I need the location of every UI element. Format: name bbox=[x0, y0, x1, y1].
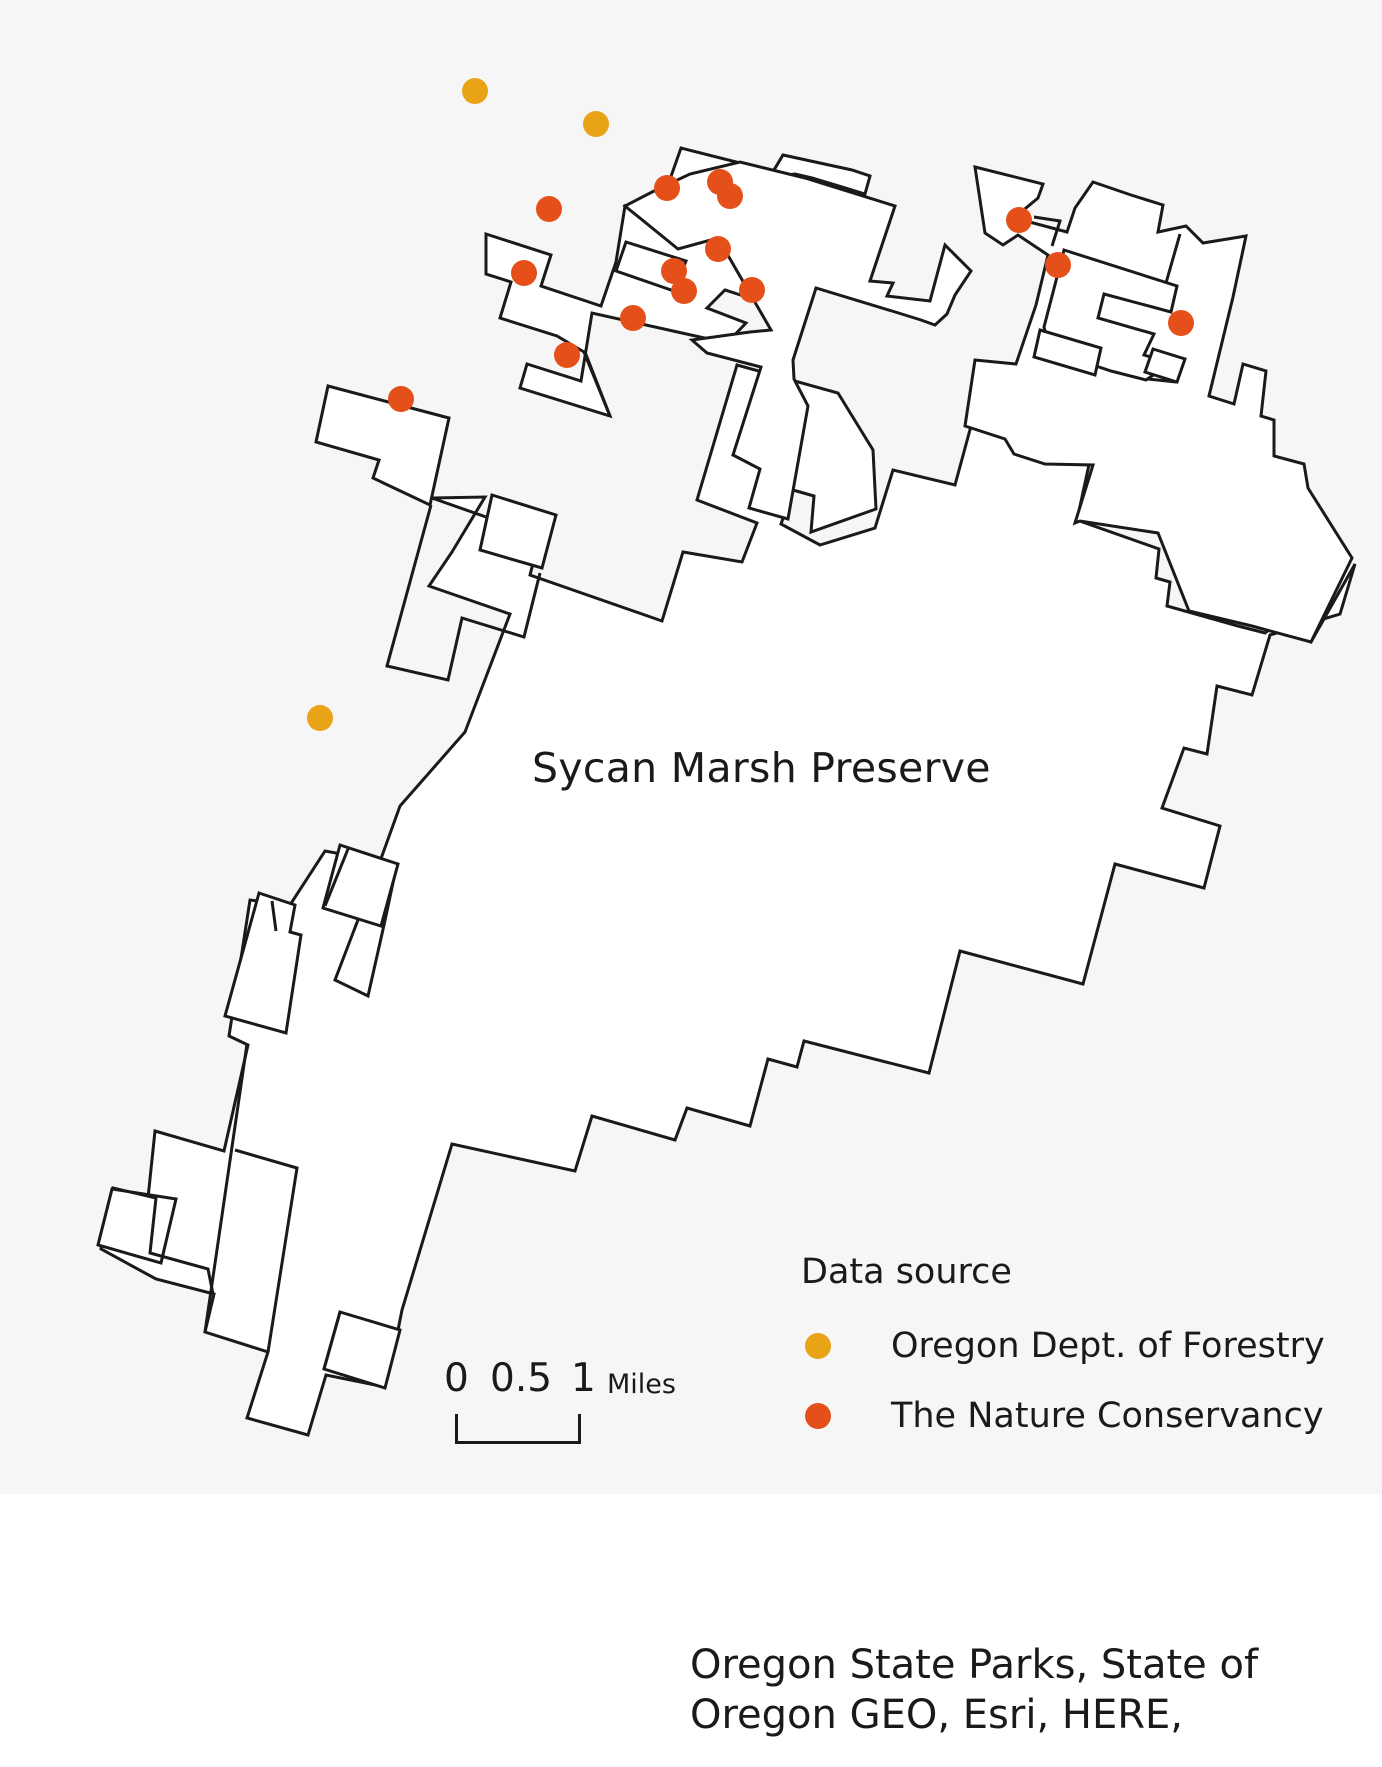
legend-item-tnc: The Nature Conservancy bbox=[805, 1396, 1324, 1436]
legend-title: Data source bbox=[801, 1252, 1012, 1292]
legend-swatch-tnc bbox=[805, 1403, 831, 1429]
attribution-text: Oregon State Parks, State of Oregon GEO,… bbox=[690, 1640, 1310, 1740]
point-tnc bbox=[554, 342, 580, 368]
map-canvas bbox=[96, 78, 1357, 1437]
point-odf bbox=[307, 705, 333, 731]
legend-label-odf: Oregon Dept. of Forestry bbox=[891, 1326, 1325, 1366]
attribution-line-2: Oregon GEO, Esri, HERE, bbox=[690, 1692, 1184, 1738]
preserve-north-parcel-d bbox=[622, 160, 973, 521]
legend-item-odf: Oregon Dept. of Forestry bbox=[805, 1326, 1325, 1366]
attribution-line-1: Oregon State Parks, State of bbox=[690, 1642, 1259, 1688]
point-tnc bbox=[511, 260, 537, 286]
preserve-northeast-parcel-c bbox=[1032, 328, 1103, 377]
legend-label-tnc: The Nature Conservancy bbox=[891, 1396, 1324, 1436]
point-tnc bbox=[1006, 207, 1032, 233]
preserve-west-parcel-d bbox=[223, 891, 303, 1035]
map-frame: Sycan Marsh Preserve Data source Oregon … bbox=[96, 78, 1357, 1444]
scale-unit: Miles bbox=[607, 1369, 676, 1400]
point-tnc bbox=[671, 278, 697, 304]
point-tnc bbox=[654, 175, 680, 201]
point-tnc bbox=[620, 305, 646, 331]
scale-label-1: 1 bbox=[571, 1356, 596, 1401]
observation-points bbox=[307, 78, 1194, 731]
point-tnc bbox=[388, 386, 414, 412]
scale-label-0: 0 bbox=[444, 1356, 469, 1401]
point-tnc bbox=[1045, 252, 1071, 278]
preserve-west-parcel-b bbox=[478, 493, 558, 570]
point-tnc bbox=[717, 183, 743, 209]
parcel-divider-lines bbox=[112, 215, 1182, 1370]
point-tnc bbox=[739, 277, 765, 303]
point-tnc bbox=[661, 258, 687, 284]
preserve-west-parcel-a bbox=[314, 384, 451, 508]
point-tnc bbox=[705, 236, 731, 262]
point-odf bbox=[462, 78, 488, 104]
scale-bar-line bbox=[455, 1414, 581, 1444]
point-tnc bbox=[536, 196, 562, 222]
scale-label-half: 0.5 bbox=[490, 1356, 553, 1401]
preserve-label: Sycan Marsh Preserve bbox=[532, 744, 991, 792]
point-odf bbox=[583, 111, 609, 137]
legend-swatch-odf bbox=[805, 1333, 831, 1359]
point-tnc bbox=[1168, 310, 1194, 336]
preserve-south-parcel-a bbox=[96, 1187, 178, 1265]
preserve-northeast-parcel-d bbox=[1143, 347, 1187, 384]
